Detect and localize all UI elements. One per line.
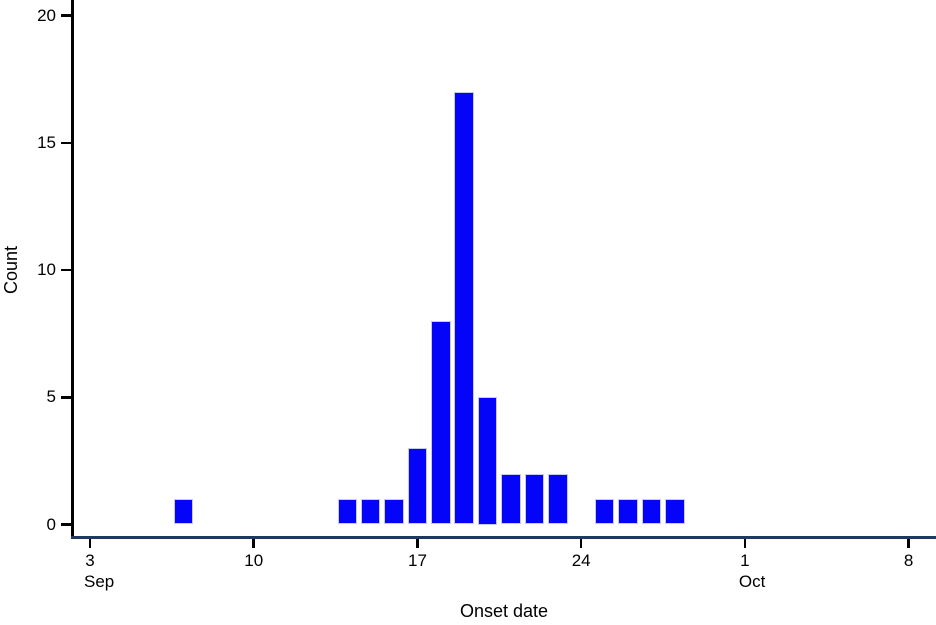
x-axis-title: Onset date [459,601,549,621]
y-tick-label: 5 [46,387,56,407]
histogram-bar [548,473,568,525]
histogram-bar [337,499,358,525]
x-tick-label: 24 [571,551,591,570]
x-tick-mark [88,539,92,548]
y-axis-title: Count [1,245,21,295]
y-tick-mark [61,523,73,526]
x-month-label: Sep [84,572,115,591]
x-tick-mark [907,539,910,548]
x-axis-line [71,536,936,539]
y-tick-label: 20 [37,5,56,25]
x-tick-label: 1 [740,551,750,570]
histogram-bar [594,499,615,525]
x-tick-mark [579,539,583,548]
histogram-bar [407,448,428,525]
histogram-bar [618,499,638,525]
histogram-bar [454,91,474,525]
histogram-bar [477,397,498,525]
x-tick-label: 8 [903,551,914,570]
x-tick-label: 17 [407,551,427,570]
histogram-bar [501,473,521,525]
y-tick-label: 0 [46,514,56,534]
x-tick-mark [743,539,747,548]
histogram-bar [431,320,451,525]
y-axis-line [71,0,74,539]
y-tick-label: 10 [37,260,56,279]
x-tick-label: 3 [85,551,95,570]
histogram-bar [665,499,685,525]
x-month-label: Oct [738,572,766,591]
histogram-bar [173,499,194,525]
x-tick-mark [416,539,419,548]
y-tick-mark [61,396,73,399]
histogram-bar [524,473,545,525]
x-tick-mark [252,539,255,548]
histogram-bar [384,499,404,525]
y-tick-mark [61,141,73,144]
histogram-bar [360,499,381,525]
histogram-bar [641,499,662,525]
y-tick-label: 15 [37,132,56,152]
x-tick-label: 10 [244,551,264,570]
y-tick-mark [61,14,73,17]
y-tick-mark [61,268,73,272]
